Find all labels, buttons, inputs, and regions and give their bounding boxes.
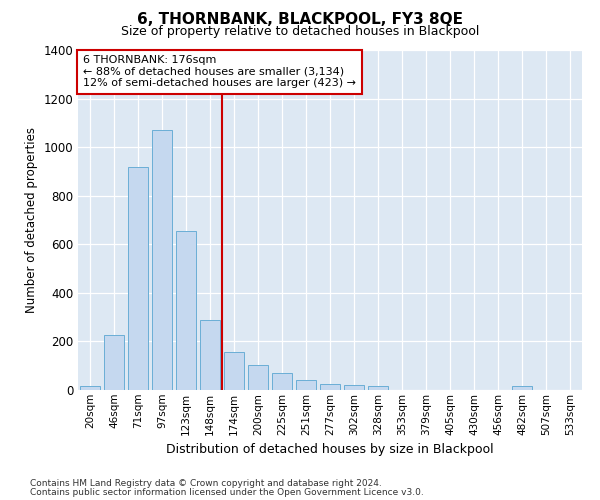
Bar — [512, 386, 532, 390]
Bar — [80, 386, 100, 390]
Y-axis label: Number of detached properties: Number of detached properties — [25, 127, 38, 313]
Bar — [152, 130, 172, 390]
Text: Contains HM Land Registry data © Crown copyright and database right 2024.: Contains HM Land Registry data © Crown c… — [30, 479, 382, 488]
Text: Size of property relative to detached houses in Blackpool: Size of property relative to detached ho… — [121, 25, 479, 38]
Bar — [104, 336, 124, 390]
Bar — [272, 373, 292, 390]
Text: 6 THORNBANK: 176sqm
← 88% of detached houses are smaller (3,134)
12% of semi-det: 6 THORNBANK: 176sqm ← 88% of detached ho… — [83, 55, 356, 88]
Bar — [320, 384, 340, 390]
Bar — [200, 320, 220, 390]
Text: 6, THORNBANK, BLACKPOOL, FY3 8QE: 6, THORNBANK, BLACKPOOL, FY3 8QE — [137, 12, 463, 28]
Bar — [176, 231, 196, 390]
Bar — [296, 380, 316, 390]
Bar — [344, 385, 364, 390]
Text: Contains public sector information licensed under the Open Government Licence v3: Contains public sector information licen… — [30, 488, 424, 497]
X-axis label: Distribution of detached houses by size in Blackpool: Distribution of detached houses by size … — [166, 443, 494, 456]
Bar — [128, 166, 148, 390]
Bar — [248, 364, 268, 390]
Bar — [368, 386, 388, 390]
Bar — [224, 352, 244, 390]
